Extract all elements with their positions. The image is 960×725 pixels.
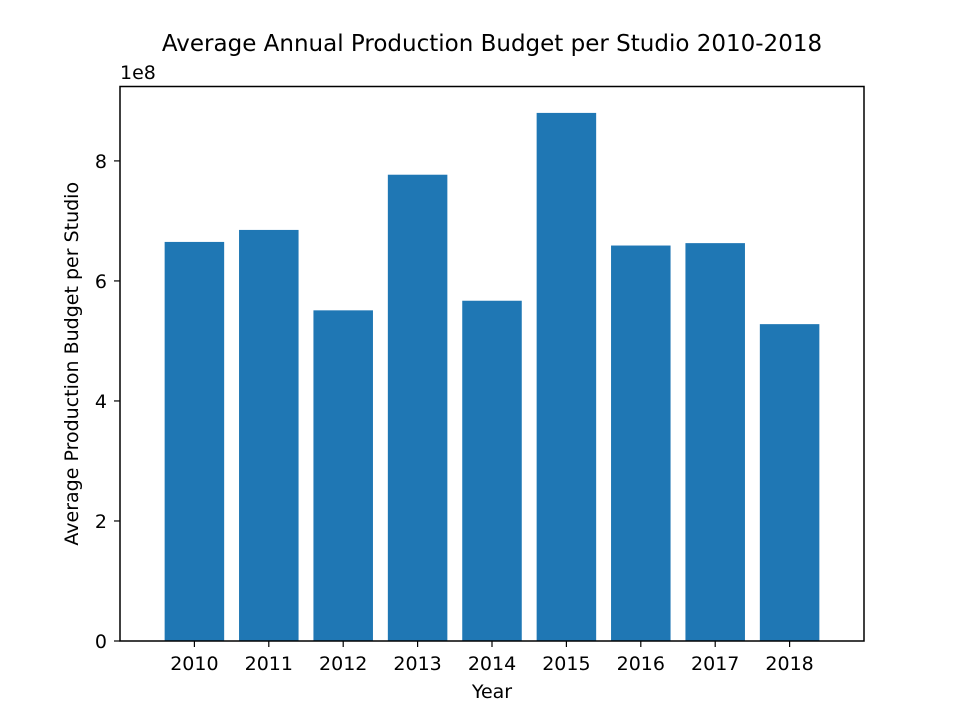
bar-2010 xyxy=(164,241,225,641)
y-tick-label: 4 xyxy=(95,391,107,413)
y-tick-label: 8 xyxy=(95,151,107,173)
x-tick-label: 2013 xyxy=(393,653,441,675)
bar-2013 xyxy=(387,174,448,641)
x-tick-label: 2012 xyxy=(319,653,367,675)
bars-group xyxy=(164,112,820,642)
bar-2014 xyxy=(462,300,522,641)
bar-2016 xyxy=(611,245,671,641)
x-tick-label: 2018 xyxy=(765,653,813,675)
y-tick-label: 6 xyxy=(95,271,107,293)
x-tick-label: 2015 xyxy=(542,653,590,675)
y-axis-label: Average Production Budget per Studio xyxy=(61,182,83,546)
y-tick-label: 0 xyxy=(95,631,107,653)
bar-2012 xyxy=(313,310,373,641)
x-tick-label: 2010 xyxy=(170,653,218,675)
bar-2015 xyxy=(536,112,597,641)
x-tick-label: 2011 xyxy=(245,653,293,675)
bar-2017 xyxy=(685,243,745,642)
bar-2018 xyxy=(759,324,820,641)
y-axis-ticks: 0 2 4 6 8 xyxy=(95,151,120,653)
y-axis-offset-label: 1e8 xyxy=(120,62,156,84)
x-axis-ticks: 2010 2011 2012 2013 2014 2015 2016 2017 2018 xyxy=(170,641,814,675)
plot-frame xyxy=(119,85,865,642)
x-tick-label: 2014 xyxy=(468,653,516,675)
x-axis-label: Year xyxy=(471,681,512,703)
x-tick-label: 2016 xyxy=(617,653,665,675)
x-tick-label: 2017 xyxy=(691,653,739,675)
bar-2011 xyxy=(239,229,299,641)
chart-title: Average Annual Production Budget per Stu… xyxy=(162,31,822,57)
y-tick-label: 2 xyxy=(95,511,107,533)
